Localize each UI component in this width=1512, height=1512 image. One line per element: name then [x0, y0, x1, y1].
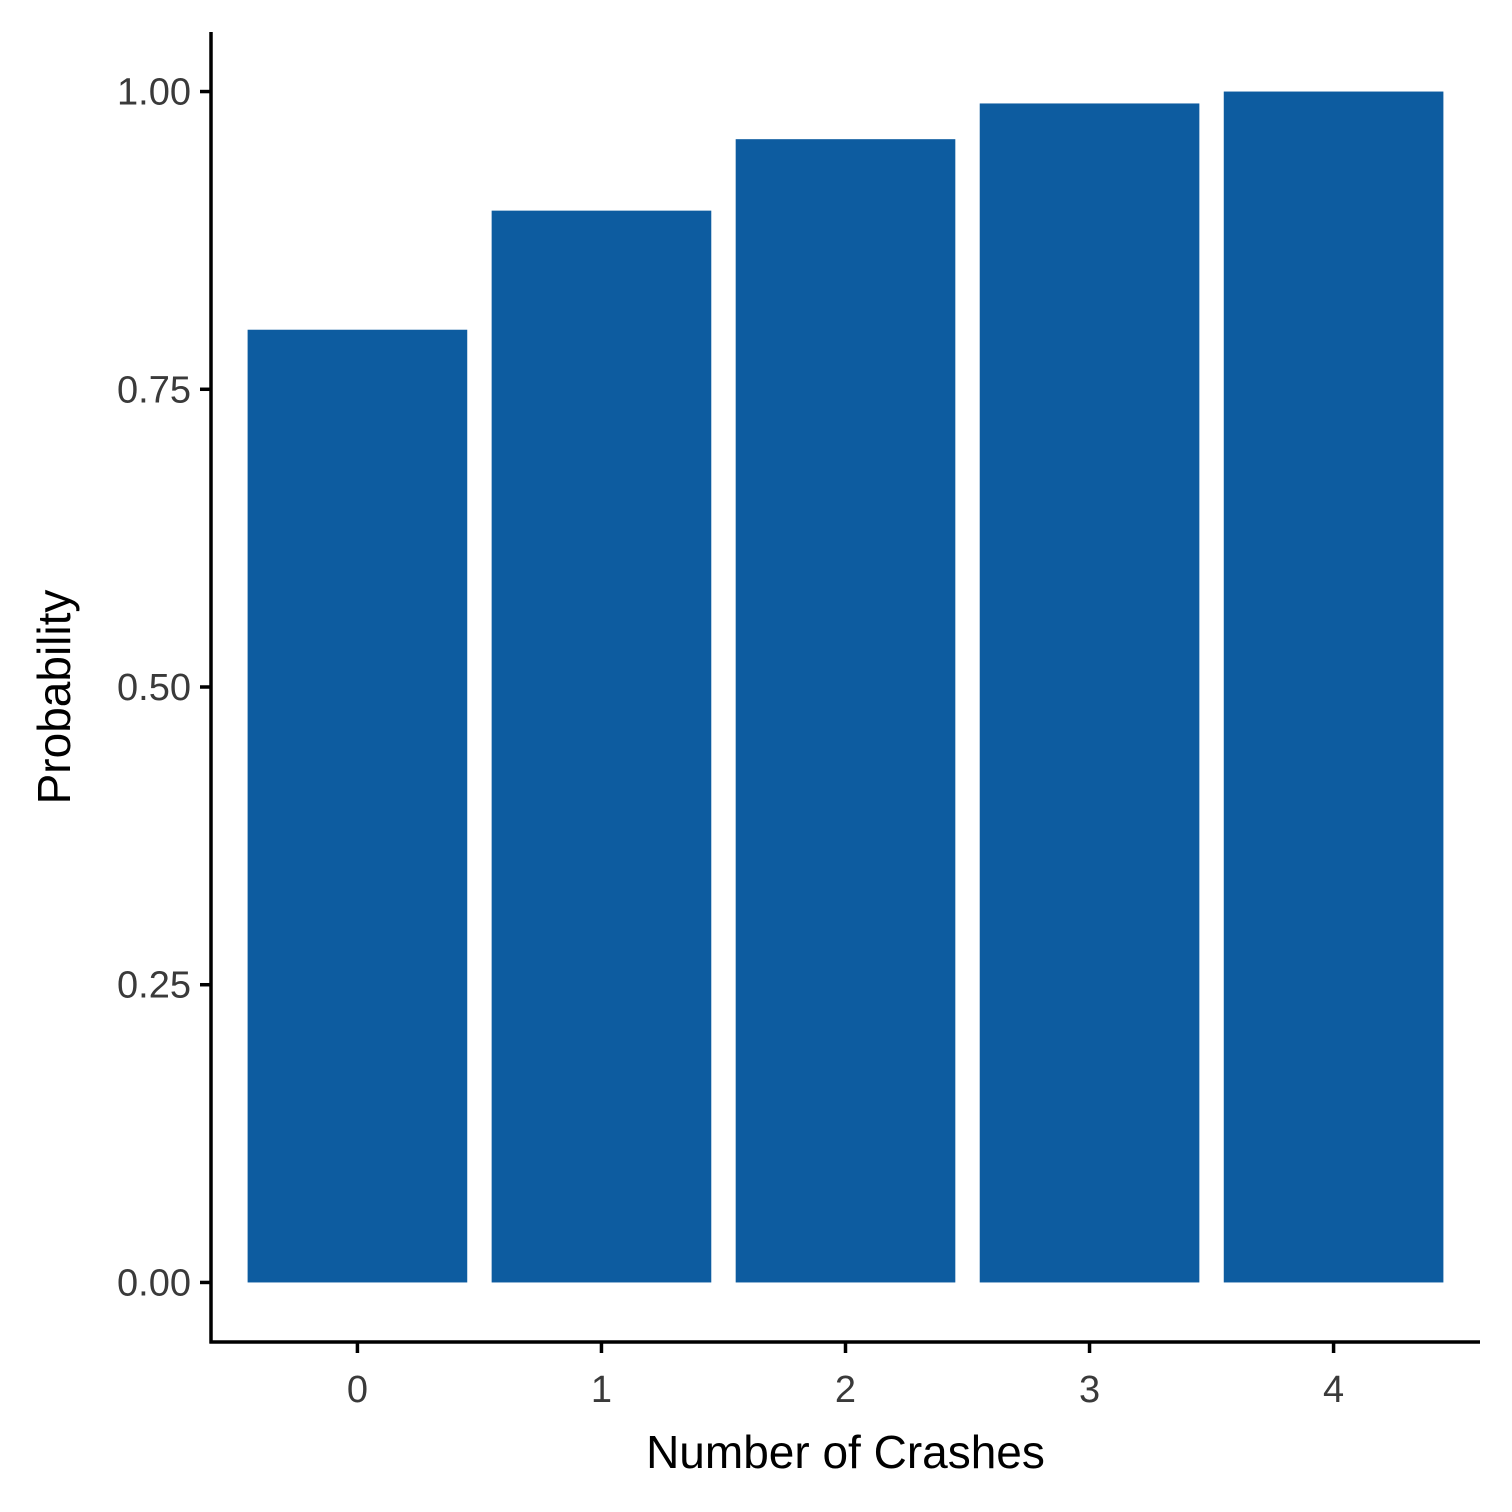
x-axis-title: Number of Crashes	[646, 1426, 1045, 1478]
y-tick-label: 0.75	[117, 369, 191, 411]
bar-2	[735, 139, 956, 1283]
x-tick-label: 2	[835, 1369, 856, 1411]
y-axis-ticks: 0.00 0.25 0.50 0.75 1.00	[117, 72, 211, 1304]
y-tick-label: 0.25	[117, 965, 191, 1007]
bars-group	[247, 91, 1444, 1283]
x-axis-ticks: 0 1 2 3 4	[347, 1342, 1344, 1411]
x-tick-label: 0	[347, 1369, 368, 1411]
y-tick-label: 0.00	[117, 1262, 191, 1304]
bar-3	[979, 103, 1200, 1283]
bar-4	[1223, 91, 1444, 1283]
y-axis-title: Probability	[28, 590, 80, 805]
x-tick-label: 1	[591, 1369, 612, 1411]
bar-1	[491, 210, 712, 1283]
y-tick-label: 0.50	[117, 667, 191, 709]
x-tick-label: 4	[1323, 1369, 1344, 1411]
y-tick-label: 1.00	[117, 72, 191, 114]
bar-0	[247, 329, 468, 1283]
x-tick-label: 3	[1079, 1369, 1100, 1411]
